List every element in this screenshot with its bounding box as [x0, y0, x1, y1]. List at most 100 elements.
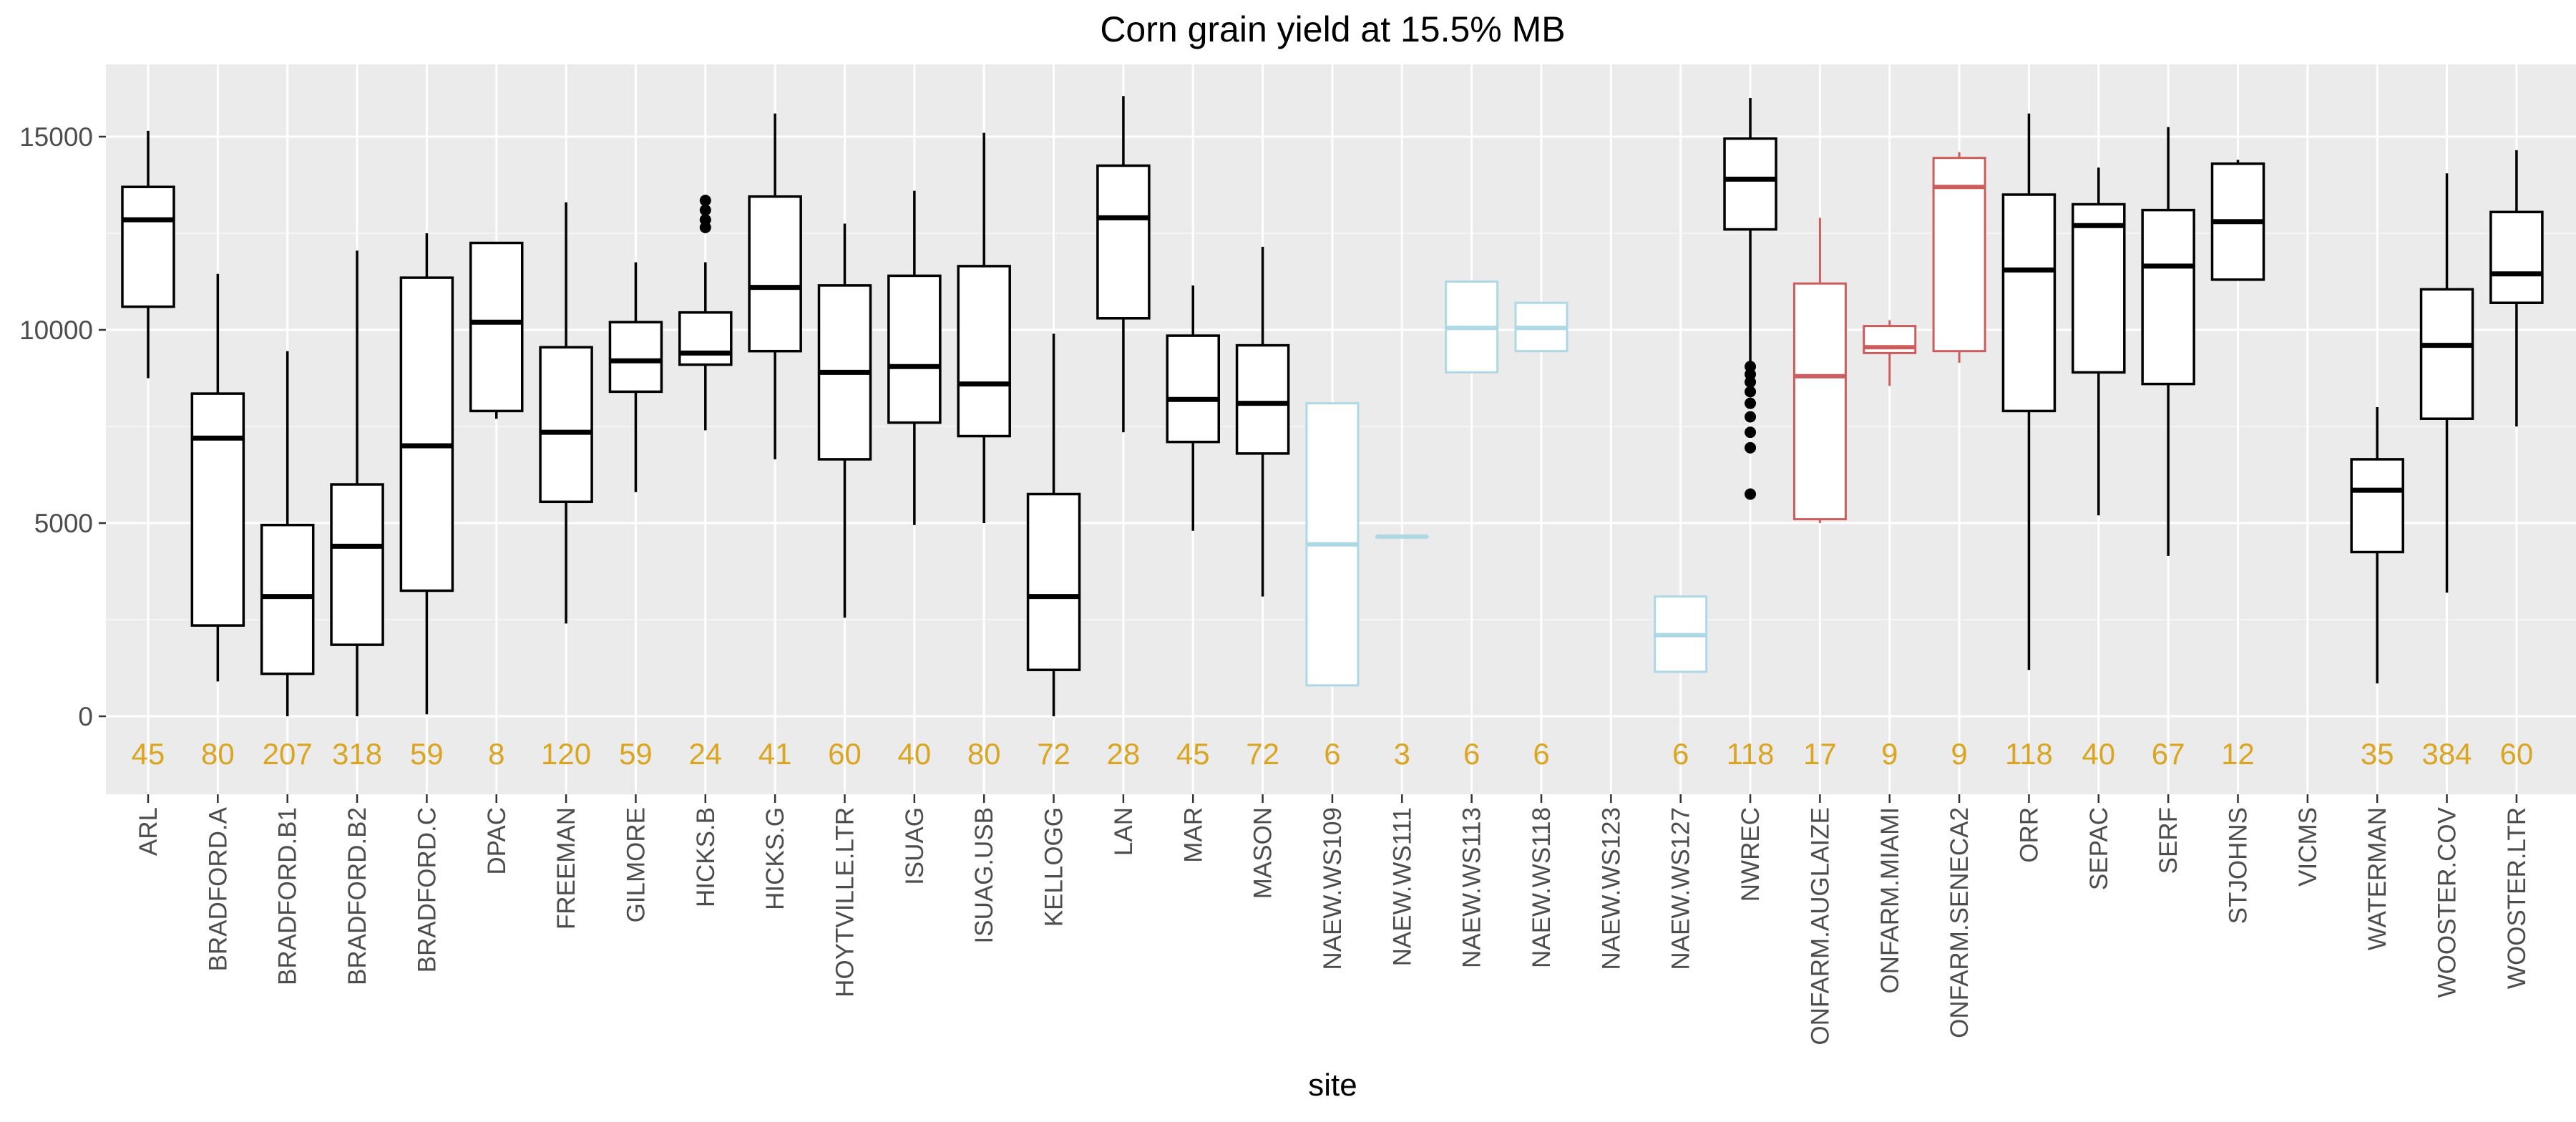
x-tick-label: NAEW.WS123 — [1597, 807, 1625, 970]
count-label: 120 — [541, 737, 591, 771]
x-tick-label: GILMORE — [622, 807, 650, 922]
box-body — [399, 276, 454, 592]
x-tick-label: MAR — [1179, 807, 1207, 863]
outlier-point — [699, 214, 711, 226]
x-tick-label: SEPAC — [2085, 807, 2113, 890]
x-tick-label: ONFARM.SENECA2 — [1946, 807, 1974, 1038]
y-axis: 0 5000 10000 15000 — [19, 122, 106, 731]
x-tick-label: STJOHNS — [2225, 807, 2253, 924]
chart-title: Corn grain yield at 15.5% MB — [1100, 9, 1566, 49]
count-label: 41 — [758, 737, 792, 771]
count-label: 40 — [897, 737, 931, 771]
y-tick-label: 10000 — [19, 316, 93, 345]
x-tick-label: NWREC — [1737, 807, 1765, 902]
box-body — [330, 483, 384, 646]
count-label: 6 — [1672, 737, 1689, 771]
count-label: 118 — [2005, 737, 2053, 771]
x-tick-label: NAEW.WS111 — [1388, 807, 1416, 966]
outlier-point — [1745, 361, 1757, 373]
x-tick-label: KELLOGG — [1040, 807, 1068, 927]
x-tick-label: BRADFORD.A — [204, 806, 232, 971]
x-tick-label: ORR — [2015, 807, 2043, 863]
x-tick-label: NAEW.WS118 — [1528, 807, 1556, 968]
count-label: 207 — [263, 737, 313, 771]
count-label: 67 — [2152, 737, 2185, 771]
x-tick-label: VICMS — [2294, 807, 2322, 887]
box-body — [2072, 203, 2126, 374]
count-label: 60 — [828, 737, 862, 771]
box-body — [190, 392, 245, 627]
x-tick-label: SERF — [2155, 807, 2182, 874]
count-label: 60 — [2500, 737, 2534, 771]
count-label: 80 — [201, 737, 235, 771]
count-label: 28 — [1107, 737, 1141, 771]
box-body — [2350, 458, 2404, 554]
box-body — [957, 265, 1011, 438]
count-label: 72 — [1037, 737, 1070, 771]
box-body — [748, 195, 802, 353]
count-label: 6 — [1463, 737, 1480, 771]
count-label: 9 — [1951, 737, 1967, 771]
box-body — [1235, 343, 1290, 455]
box-body — [678, 311, 733, 366]
x-tick-label: WOOSTER.COV — [2434, 806, 2462, 997]
count-label: 17 — [1803, 737, 1837, 771]
x-tick-label: HICKS.B — [692, 807, 720, 907]
x-tick-label: BRADFORD.C — [413, 807, 441, 972]
count-label: 35 — [2361, 737, 2394, 771]
x-tick-label: MASON — [1249, 807, 1277, 899]
x-axis: ARL BRADFORD.A BRADFORD.B1 BRADFORD.B2 BRADF… — [135, 794, 2531, 1045]
y-tick-label: 0 — [78, 702, 93, 731]
count-label: 59 — [410, 737, 444, 771]
x-tick-label: NAEW.WS109 — [1319, 807, 1347, 970]
count-label: 384 — [2422, 737, 2472, 771]
count-label: 8 — [488, 737, 504, 771]
x-tick-label: WOOSTER.LTR — [2503, 807, 2531, 989]
outlier-point — [1745, 411, 1757, 423]
count-label: 3 — [1394, 737, 1410, 771]
box-body — [1096, 164, 1151, 320]
x-tick-label: BRADFORD.B2 — [343, 807, 371, 985]
count-label: 318 — [332, 737, 382, 771]
outlier-point — [699, 195, 711, 207]
count-label: 45 — [132, 737, 165, 771]
x-tick-label: FREEMAN — [552, 807, 580, 930]
x-axis-title: site — [1308, 1068, 1357, 1103]
count-label: 59 — [619, 737, 653, 771]
count-label: 80 — [967, 737, 1001, 771]
outlier-point — [1745, 426, 1757, 439]
y-tick-label: 15000 — [19, 122, 93, 152]
box-body — [608, 321, 663, 394]
x-tick-label: HICKS.G — [761, 807, 789, 910]
outlier-point — [1745, 442, 1757, 454]
x-tick-label: ISUAG.USB — [970, 807, 998, 944]
box-body — [887, 274, 942, 424]
box-body — [1932, 157, 1986, 353]
count-label: 6 — [1533, 737, 1549, 771]
x-tick-label: WATERMAN — [2363, 807, 2391, 950]
box-body — [1026, 492, 1081, 671]
outlier-point — [1745, 397, 1757, 409]
count-label: 40 — [2082, 737, 2115, 771]
x-tick-label: ONFARM.AUGLAIZE — [1806, 807, 1834, 1045]
x-tick-label: NAEW.WS113 — [1458, 807, 1486, 968]
count-label: 9 — [1881, 737, 1898, 771]
count-label: 72 — [1246, 737, 1279, 771]
outlier-point — [699, 204, 711, 216]
x-tick-label: ISUAG — [901, 807, 929, 885]
x-tick-label: ARL — [135, 807, 162, 856]
x-tick-label: ONFARM.MIAMI — [1876, 807, 1904, 994]
x-tick-label: HOYTVILLE.LTR — [831, 807, 859, 997]
x-tick-label: LAN — [1110, 807, 1138, 856]
box-layer — [121, 96, 2544, 716]
box-body — [469, 241, 524, 413]
count-label: 12 — [2221, 737, 2255, 771]
x-tick-label: DPAC — [483, 807, 511, 875]
outlier-point — [1745, 488, 1757, 500]
count-label: 6 — [1324, 737, 1340, 771]
box-body — [2141, 208, 2195, 386]
box-body — [2001, 193, 2057, 413]
box-body — [1166, 334, 1220, 444]
box-body — [1723, 137, 1777, 231]
